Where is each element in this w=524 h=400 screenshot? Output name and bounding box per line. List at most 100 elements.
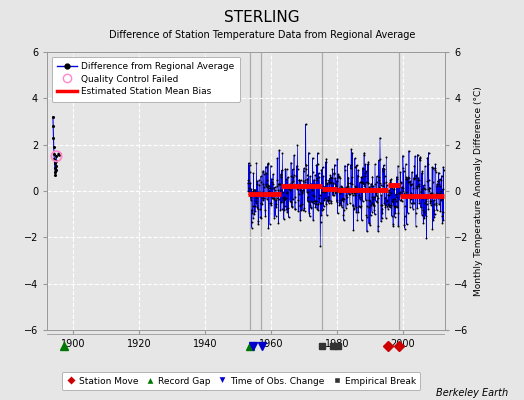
Point [365,184,374,190]
Point [311,197,320,204]
Point [341,167,350,174]
Point [356,179,364,186]
Point [367,200,376,206]
Point [351,155,359,162]
Point [429,201,438,207]
Point [254,221,263,227]
Point [263,177,271,184]
Point [281,166,289,172]
Point [321,194,329,201]
Point [364,204,373,210]
Point [362,168,370,174]
Point [425,184,434,191]
Point [52,158,60,164]
Point [299,186,308,193]
Point [279,195,287,201]
Point [436,177,445,184]
Point [381,215,390,221]
Point [324,198,333,204]
Point [311,172,319,178]
Point [407,190,415,196]
Point [340,196,348,202]
Point [321,177,330,183]
Point [290,199,299,206]
Point [331,190,340,196]
Point [415,183,423,189]
Point [269,184,277,191]
Point [363,228,371,235]
Point [259,197,268,203]
Point [270,184,279,190]
Point [411,174,419,181]
Point [275,189,283,195]
Point [380,166,389,172]
Point [362,212,370,218]
Point [350,206,358,213]
Point [290,183,299,189]
Point [281,195,290,202]
Point [294,191,303,197]
Point [270,196,278,202]
Point [347,146,355,153]
Point [340,207,348,214]
Point [351,192,359,198]
Point [50,160,59,166]
Point [301,178,309,185]
Point [398,184,406,190]
Point [319,206,327,212]
Point [345,186,354,192]
Point [355,188,364,194]
Point [339,186,347,193]
Point [310,200,318,206]
Point [256,200,265,206]
Point [264,160,272,166]
Point [353,217,362,223]
Point [50,151,58,157]
Point [274,187,282,194]
Point [349,227,357,233]
Point [400,190,408,196]
Point [333,199,341,205]
Point [311,180,319,187]
Point [376,134,384,141]
Point [349,202,357,208]
Point [296,202,304,209]
Point [310,192,319,199]
Point [338,184,346,190]
Point [286,182,294,189]
Point [347,165,355,172]
Point [374,228,382,234]
Point [281,202,289,209]
Point [287,173,296,179]
Point [417,204,425,211]
Point [435,181,443,187]
Point [313,177,321,183]
Point [419,194,427,201]
Point [358,179,366,185]
Point [382,154,390,160]
Point [353,189,361,196]
Point [308,187,316,193]
Point [303,198,312,204]
Point [257,178,265,185]
Point [367,202,376,208]
Point [317,166,325,173]
Point [399,152,407,159]
Point [432,183,441,189]
Point [260,192,269,198]
Point [322,201,330,208]
Point [258,181,267,187]
Point [359,166,367,172]
Point [262,170,270,176]
Point [279,199,287,206]
Point [301,177,310,183]
Point [383,203,391,209]
Point [315,200,324,206]
Point [332,189,340,195]
Point [267,190,275,196]
Point [307,204,315,211]
Point [254,189,262,195]
Point [428,192,436,199]
Point [370,193,378,200]
Point [250,190,259,196]
